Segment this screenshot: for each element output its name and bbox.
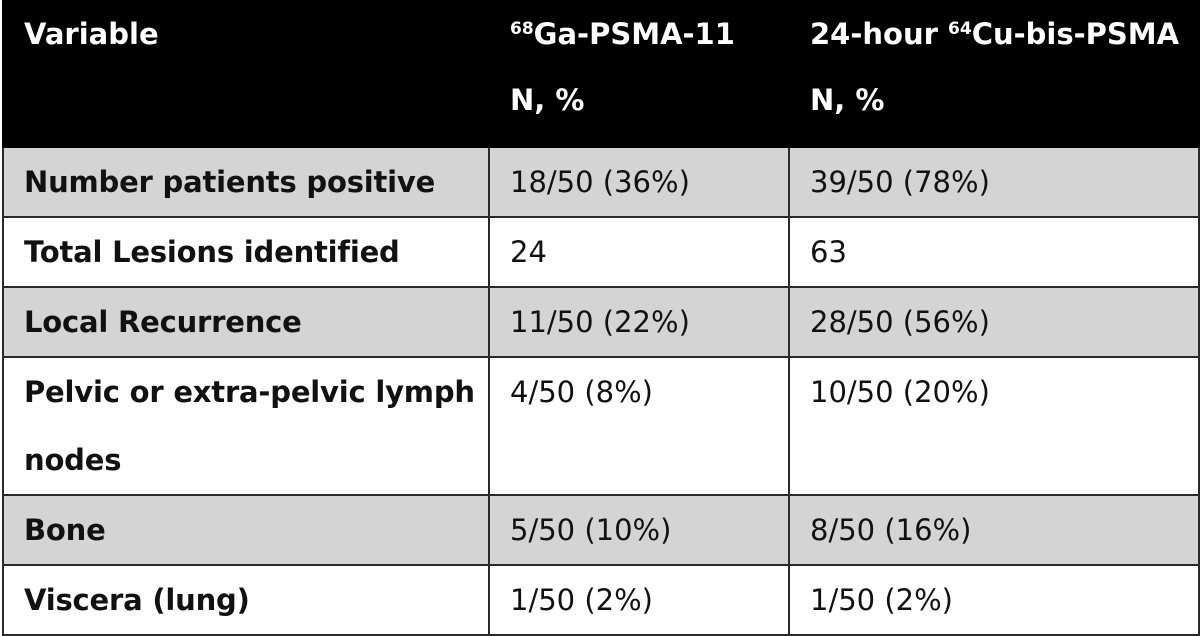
header-cu-unit: N, % — [810, 83, 885, 117]
table-row: Total Lesions identified 24 63 — [2, 216, 1200, 288]
header-cu-psma-title: 24-hour 64Cu-bis-PSMA — [810, 2, 1198, 66]
header-cu-name: Cu-bis-PSMA — [971, 17, 1180, 51]
row-cu-value: 63 — [788, 216, 1200, 288]
row-ga-value: 5/50 (10%) — [488, 494, 790, 566]
header-cu-isotope-mass: 64 — [948, 19, 972, 39]
row-ga-value: 1/50 (2%) — [488, 564, 790, 636]
row-variable: Viscera (lung) — [2, 564, 490, 636]
row-ga-value: 11/50 (22%) — [488, 286, 790, 358]
row-ga-value: 4/50 (8%) — [488, 356, 790, 496]
row-cu-value: 39/50 (78%) — [788, 146, 1200, 218]
header-ga-psma: 68Ga-PSMA-11 N, % — [488, 0, 790, 148]
row-variable: Local Recurrence — [2, 286, 490, 358]
row-variable: Number patients positive — [2, 146, 490, 218]
table-row: Number patients positive 18/50 (36%) 39/… — [2, 146, 1200, 218]
row-ga-value: 18/50 (36%) — [488, 146, 790, 218]
header-ga-name: Ga-PSMA-11 — [533, 17, 735, 51]
header-ga-unit: N, % — [510, 83, 585, 117]
header-variable: Variable — [2, 0, 490, 148]
row-cu-value: 1/50 (2%) — [788, 564, 1200, 636]
table-row: Bone 5/50 (10%) 8/50 (16%) — [2, 494, 1200, 566]
table-header-row: Variable 68Ga-PSMA-11 N, % 24-hour 64Cu-… — [2, 0, 1200, 148]
row-variable: Total Lesions identified — [2, 216, 490, 288]
table-row: Pelvic or extra-pelvic lymph nodes 4/50 … — [2, 356, 1200, 496]
row-cu-value: 28/50 (56%) — [788, 286, 1200, 358]
table-row: Local Recurrence 11/50 (22%) 28/50 (56%) — [2, 286, 1200, 358]
header-cu-psma: 24-hour 64Cu-bis-PSMA N, % — [788, 0, 1200, 148]
header-cu-prefix: 24-hour — [810, 17, 949, 51]
row-cu-value: 10/50 (20%) — [788, 356, 1200, 496]
header-ga-isotope-mass: 68 — [510, 19, 534, 39]
table-row: Viscera (lung) 1/50 (2%) 1/50 (2%) — [2, 564, 1200, 636]
header-ga-psma-title: 68Ga-PSMA-11 — [510, 2, 788, 66]
row-variable: Pelvic or extra-pelvic lymph nodes — [2, 356, 490, 496]
row-variable: Bone — [2, 494, 490, 566]
row-ga-value: 24 — [488, 216, 790, 288]
row-cu-value: 8/50 (16%) — [788, 494, 1200, 566]
header-variable-label: Variable — [24, 17, 159, 51]
